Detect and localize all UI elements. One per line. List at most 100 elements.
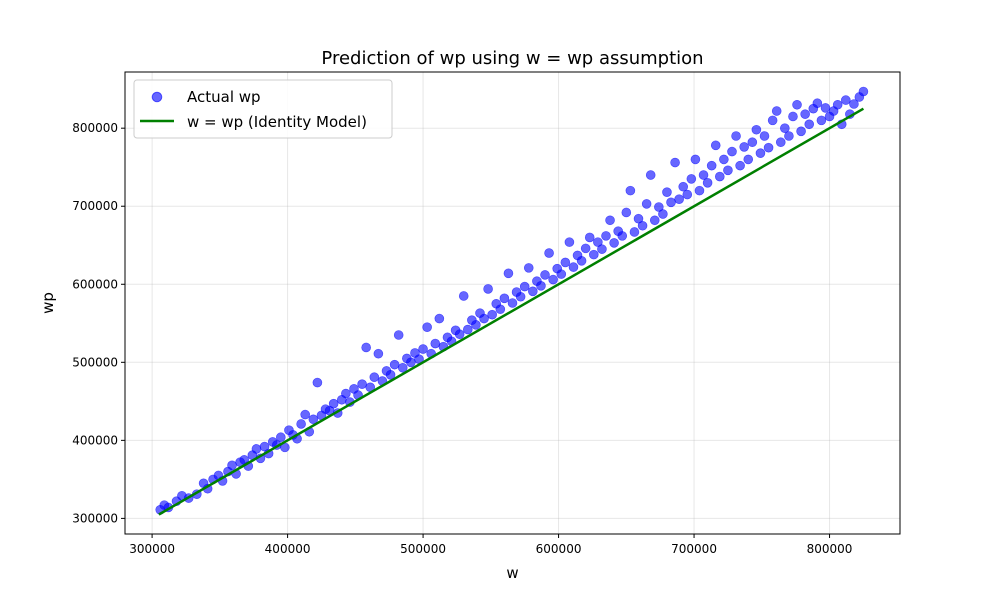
scatter-point — [385, 369, 396, 380]
scatter-point — [731, 131, 741, 141]
scatter-point — [698, 170, 709, 180]
scatter-point — [495, 304, 506, 315]
scatter-point — [658, 209, 668, 219]
scatter-point — [719, 154, 729, 165]
x-tick-label: 400000 — [265, 542, 311, 556]
scatter-point — [528, 286, 538, 297]
scatter-point — [788, 111, 798, 122]
scatter-point — [780, 123, 790, 133]
scatter-point — [609, 238, 619, 248]
scatter-point — [775, 137, 786, 148]
legend-label-actual-wp: Actual wp — [187, 88, 261, 106]
scatter-point — [580, 243, 591, 254]
scatter-point — [393, 330, 404, 340]
scatter-point — [430, 338, 441, 349]
x-tick-label: 800000 — [807, 542, 853, 556]
scatter-point — [406, 357, 416, 368]
scatter-point — [841, 95, 851, 105]
scatter-point — [617, 231, 628, 241]
scatter-point — [812, 98, 823, 109]
scatter-point — [637, 220, 648, 231]
axis-ticks: 300000 400000 500000 600000 700000 800000 3000… — [72, 121, 852, 556]
scatter-point — [479, 313, 489, 324]
x-tick-label: 700000 — [671, 542, 717, 556]
scatter-point — [678, 181, 689, 192]
scatter-point — [487, 309, 497, 320]
scatter-point — [796, 126, 806, 137]
scatter-point — [276, 432, 286, 443]
scatter-point — [735, 160, 745, 171]
scatter-point — [564, 237, 575, 247]
x-tick-label: 300000 — [129, 542, 175, 556]
scatter-point — [519, 281, 530, 292]
scatter-point — [369, 372, 380, 382]
scatter-point — [548, 274, 558, 285]
scatter-point — [710, 140, 721, 151]
scatter-point — [694, 185, 705, 196]
scatter-point — [523, 263, 534, 273]
scatter-point — [373, 348, 384, 359]
scatter-point — [515, 291, 526, 302]
legend-marker-actual-wp — [151, 91, 163, 103]
scatter-point — [858, 86, 869, 97]
scatter-point — [544, 248, 554, 258]
scatter-point — [312, 377, 323, 388]
scatter-point — [751, 124, 762, 135]
scatter-point — [328, 398, 339, 409]
scatter-point — [507, 298, 518, 308]
scatter-point — [454, 329, 465, 340]
scatter-point — [759, 131, 770, 141]
scatter-point — [763, 142, 774, 153]
scatter-point — [251, 444, 262, 454]
legend: Actual wp w = wp (Identity Model) — [133, 79, 393, 139]
y-tick-label: 500000 — [72, 355, 118, 369]
scatter-point — [641, 199, 652, 209]
scatter-point — [308, 414, 319, 425]
scatter-point — [739, 142, 749, 152]
scatter-point — [536, 281, 546, 291]
y-tick-label: 300000 — [72, 511, 118, 525]
scatter-point — [682, 189, 693, 200]
scatter-point — [816, 115, 827, 126]
y-tick-label: 700000 — [72, 199, 118, 213]
scatter-point — [649, 215, 660, 226]
scatter-point — [832, 99, 843, 110]
scatter-point — [755, 148, 766, 158]
x-tick-label: 600000 — [536, 542, 582, 556]
scatter-point — [792, 99, 802, 110]
scatter-point — [560, 257, 571, 268]
scatter-point — [568, 262, 579, 272]
scatter-point — [588, 249, 599, 260]
scatter-point — [434, 313, 445, 324]
scatter-point — [771, 106, 782, 116]
scatter-point — [767, 115, 778, 126]
scatter-point — [800, 109, 810, 119]
legend-label-identity-line: w = wp (Identity Model) — [187, 113, 367, 131]
legend-box — [133, 79, 393, 139]
scatter-point — [584, 232, 595, 243]
scatter-point — [389, 359, 400, 370]
scatter-point — [483, 284, 493, 294]
scatter-point — [300, 409, 311, 420]
scatter-point — [462, 324, 473, 335]
scatter-point — [422, 322, 432, 332]
scatter-point — [849, 99, 859, 109]
scatter-point — [690, 154, 701, 165]
y-tick-label: 400000 — [72, 433, 118, 447]
y-tick-label: 800000 — [72, 121, 118, 135]
scatter-point — [629, 227, 640, 237]
scatter-point — [601, 231, 611, 241]
scatter-point — [418, 344, 428, 354]
scatter-point — [820, 103, 831, 113]
scatter-point — [625, 185, 636, 196]
x-tick-label: 500000 — [400, 542, 446, 556]
scatter-point — [714, 171, 725, 182]
identity-line-group — [158, 107, 865, 516]
scatter-point — [706, 160, 717, 171]
scatter-point — [605, 215, 615, 226]
scatter-point — [361, 342, 371, 353]
scatter-point — [743, 154, 754, 165]
scatter-point — [397, 362, 408, 373]
plot-frame — [124, 71, 901, 535]
